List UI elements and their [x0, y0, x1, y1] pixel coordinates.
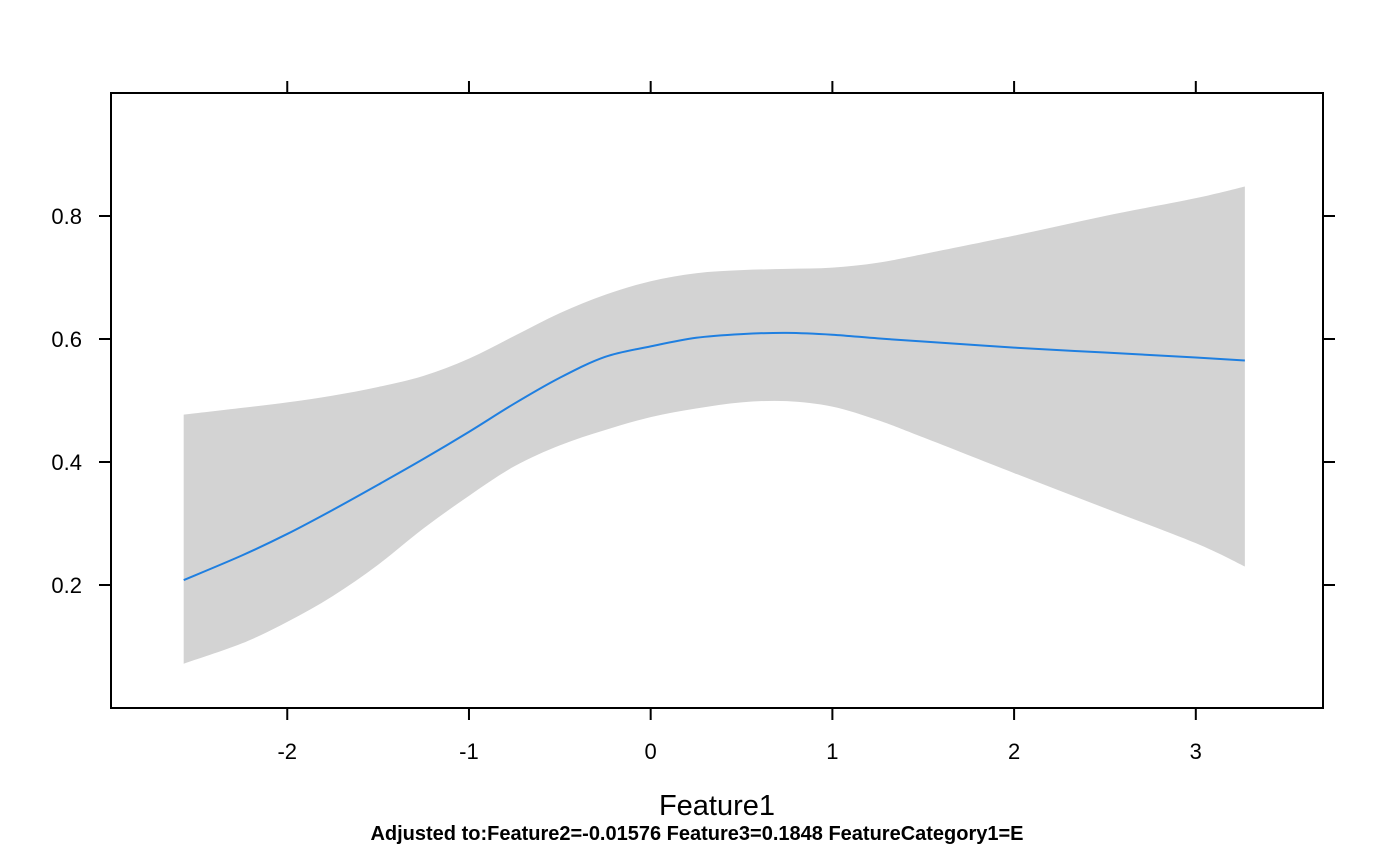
- fit-line: [183, 331, 1245, 582]
- fit-line-layer: [183, 331, 1245, 582]
- y-tick-label: 0.4: [51, 450, 82, 475]
- x-tick-label: 2: [1008, 739, 1020, 764]
- tick-layer: [99, 81, 1335, 720]
- x-tick-label: 0: [645, 739, 657, 764]
- y-tick-label: 0.2: [51, 573, 82, 598]
- y-tick-label: 0.6: [51, 327, 82, 352]
- x-tick-label: -1: [459, 739, 479, 764]
- tick-label-layer: -2 -1 0 1 2 3 0.2 0.4 0.6 0.8: [51, 204, 1202, 764]
- adjusted-subtitle: Adjusted to:Feature2=-0.01576 Feature3=0…: [370, 823, 1023, 845]
- y-tick-label: 0.8: [51, 204, 82, 229]
- confidence-band-layer: [183, 186, 1245, 664]
- x-axis-title: Feature1: [659, 790, 775, 822]
- confidence-band: [183, 186, 1245, 664]
- plot-frame: [110, 92, 1324, 709]
- x-tick-label: -2: [277, 739, 297, 764]
- x-tick-label: 1: [826, 739, 838, 764]
- x-tick-label: 3: [1190, 739, 1202, 764]
